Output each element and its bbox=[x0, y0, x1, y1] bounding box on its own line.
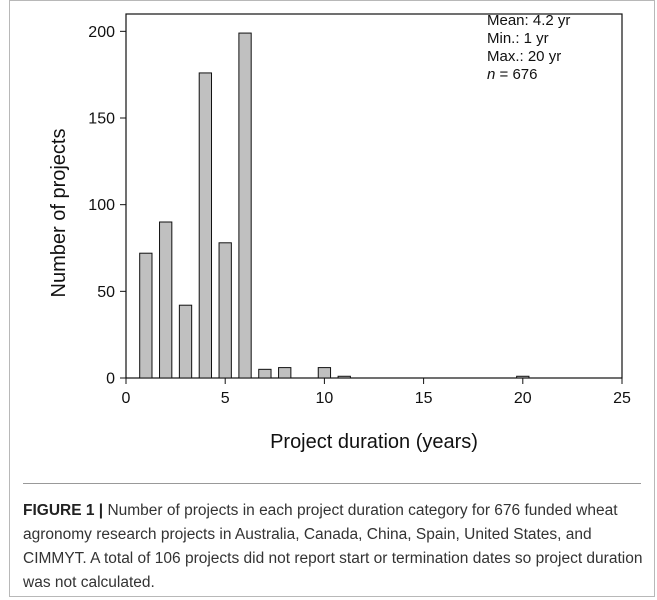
x-tick-label-25: 25 bbox=[613, 390, 631, 407]
x-tick-label-0: 0 bbox=[122, 390, 131, 407]
bar-10 bbox=[317, 367, 332, 379]
bar-7 bbox=[258, 368, 272, 379]
bar-20 bbox=[516, 375, 530, 379]
min-annotation: Min.: 1 yr bbox=[487, 30, 549, 47]
y-axis-ticks: 0 50 100 150 200 bbox=[88, 24, 126, 388]
plot-border bbox=[125, 13, 623, 379]
x-tick-label-20: 20 bbox=[514, 390, 532, 407]
x-tick-label-15: 15 bbox=[415, 390, 433, 407]
y-axis-label: Number of projects bbox=[48, 129, 70, 298]
mean-annotation: Mean: 4.2 yr bbox=[487, 12, 570, 29]
x-tick-label-5: 5 bbox=[221, 390, 230, 407]
x-axis-ticks: 0 5 10 15 20 25 bbox=[122, 378, 631, 407]
bar-6 bbox=[238, 32, 252, 379]
max-annotation: Max.: 20 yr bbox=[487, 48, 561, 65]
bar-4 bbox=[198, 72, 213, 379]
caption-label: FIGURE 1 | bbox=[23, 502, 104, 519]
bar-2 bbox=[159, 221, 173, 379]
n-symbol: n bbox=[487, 66, 495, 83]
y-tick-label-200: 200 bbox=[88, 24, 115, 41]
caption-text: Number of projects in each project durat… bbox=[23, 502, 643, 591]
figure-frame: 0 5 10 15 20 25 0 50 100 150 200 Project duration… bbox=[9, 0, 655, 597]
y-tick-label-100: 100 bbox=[88, 197, 115, 214]
n-value: = 676 bbox=[495, 66, 537, 83]
x-tick-label-10: 10 bbox=[316, 390, 334, 407]
n-annotation: n = 676 bbox=[487, 66, 537, 83]
bar-3 bbox=[178, 304, 193, 379]
bar-8 bbox=[278, 367, 292, 379]
x-axis-label: Project duration (years) bbox=[270, 431, 478, 453]
caption-divider bbox=[23, 483, 641, 484]
y-tick-label-0: 0 bbox=[106, 371, 115, 388]
y-tick-label-150: 150 bbox=[88, 111, 115, 128]
bar-11 bbox=[337, 375, 351, 379]
bar-5 bbox=[218, 242, 232, 379]
plot-area bbox=[125, 13, 623, 379]
stats-annotation: Mean: 4.2 yr Min.: 1 yr Max.: 20 yr n = … bbox=[487, 12, 570, 83]
figure-caption: FIGURE 1 | Number of projects in each pr… bbox=[23, 499, 649, 595]
bar-1 bbox=[139, 252, 153, 379]
bar-chart: 0 5 10 15 20 25 0 50 100 150 200 Project duration… bbox=[48, 12, 631, 453]
y-tick-label-50: 50 bbox=[97, 284, 115, 301]
bars bbox=[139, 32, 530, 379]
